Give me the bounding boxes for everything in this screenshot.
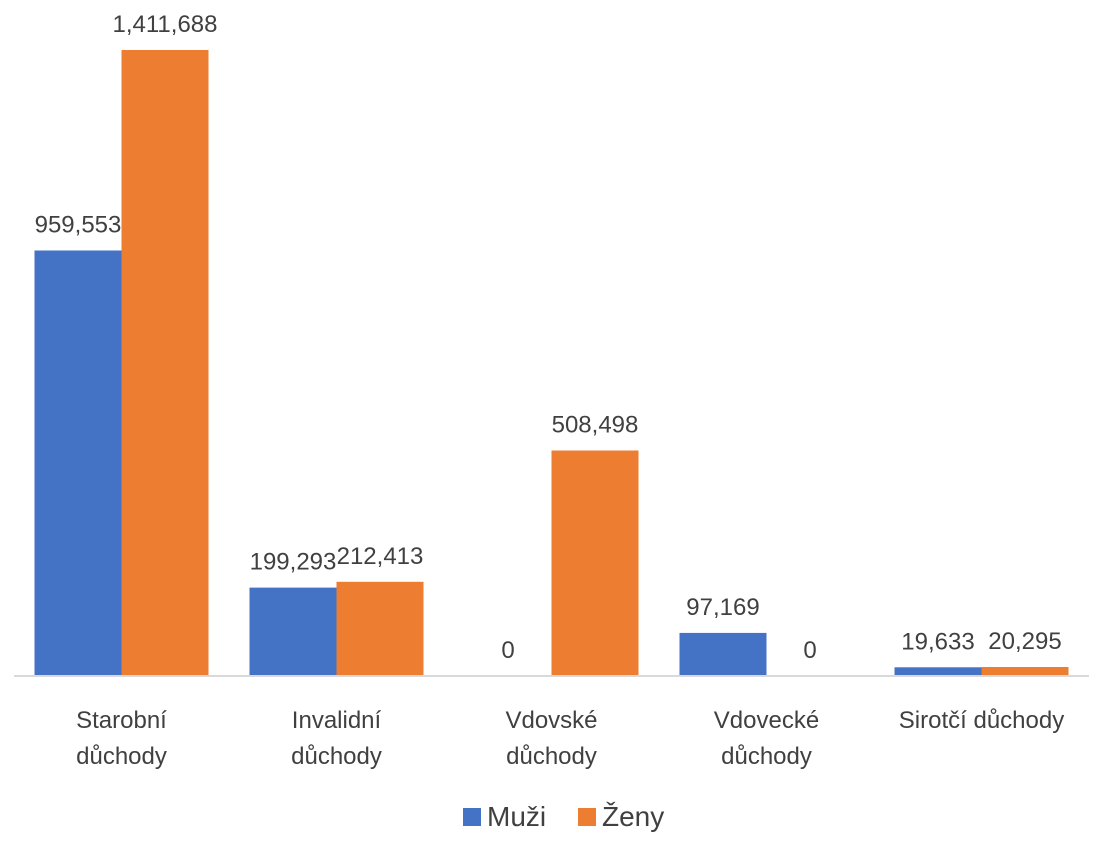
category-label-4: Sirotčí důchody <box>899 707 1064 734</box>
legend-swatch-muzi <box>463 808 481 826</box>
category-label-2: Vdovské důchody <box>505 707 597 770</box>
value-labels-layer: 959,553 1,411,688 199,293 212,413 0 508,498 97… <box>35 11 1062 664</box>
bars-layer <box>34 50 1069 676</box>
value-label-zeny-1: 212,413 <box>337 543 424 570</box>
bar-zeny-1 <box>336 581 424 676</box>
legend-label-zeny: Ženy <box>602 801 664 832</box>
bar-muzi-3 <box>679 632 767 676</box>
value-label-muzi-4: 19,633 <box>901 628 974 655</box>
value-label-zeny-0: 1,411,688 <box>113 11 218 38</box>
legend-swatch-zeny <box>578 808 596 826</box>
bar-zeny-0 <box>121 50 209 676</box>
legend: Muži Ženy <box>463 801 664 832</box>
value-label-muzi-0: 959,553 <box>35 211 122 238</box>
category-label-3: Vdovecké důchody <box>714 707 819 770</box>
bar-muzi-4 <box>894 667 982 676</box>
value-label-zeny-3: 0 <box>803 637 816 664</box>
value-label-zeny-2: 508,498 <box>552 412 639 439</box>
legend-label-muzi: Muži <box>487 801 546 832</box>
value-label-muzi-1: 199,293 <box>250 549 337 576</box>
bar-zeny-4 <box>981 667 1069 676</box>
value-label-zeny-4: 20,295 <box>988 628 1061 655</box>
value-label-muzi-3: 97,169 <box>686 594 759 621</box>
bar-muzi-0 <box>34 250 122 676</box>
value-label-muzi-2: 0 <box>501 637 514 664</box>
bar-zeny-2 <box>551 450 639 676</box>
category-label-0: Starobní důchody <box>76 707 167 770</box>
category-labels-layer: Starobní důchody Invalidní důchody Vdovské dů… <box>76 707 1064 770</box>
category-label-1: Invalidní důchody <box>291 707 382 770</box>
bar-muzi-1 <box>249 587 337 676</box>
